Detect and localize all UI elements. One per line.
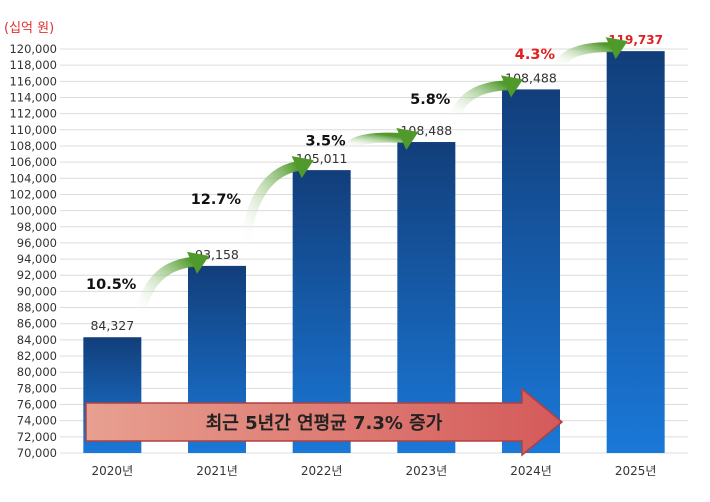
- x-tick-label: 2022년: [301, 464, 343, 478]
- y-tick-label: 114,000: [9, 90, 57, 104]
- y-tick-label: 70,000: [17, 446, 57, 460]
- y-tick-label: 90,000: [17, 284, 57, 298]
- x-tick-label: 2024년: [510, 464, 552, 478]
- y-tick-label: 78,000: [17, 381, 57, 395]
- growth-label: 3.5%: [305, 133, 346, 149]
- data-label: 84,327: [90, 318, 134, 333]
- y-tick-label: 76,000: [17, 398, 57, 412]
- y-tick-label: 88,000: [17, 301, 57, 315]
- unit-label: (십억 원): [4, 21, 55, 36]
- y-tick-label: 118,000: [9, 58, 57, 72]
- y-axis-ticks: 70,000 72,000 74,000 76,000 78,000 80,000 82,0…: [9, 42, 57, 460]
- y-tick-label: 86,000: [17, 317, 57, 331]
- y-tick-label: 98,000: [17, 220, 57, 234]
- y-tick-label: 72,000: [17, 430, 57, 444]
- y-tick-label: 94,000: [17, 252, 57, 266]
- y-tick-label: 92,000: [17, 268, 57, 282]
- y-tick-label: 102,000: [9, 187, 57, 201]
- growth-arrow: [135, 251, 209, 319]
- growth-arrow: [240, 156, 314, 247]
- y-tick-label: 100,000: [9, 204, 57, 218]
- x-axis-ticks: 2020년 2021년 2022년 2023년 2024년 2025년: [92, 464, 657, 478]
- x-tick-label: 2023년: [406, 464, 448, 478]
- growth-label: 4.3%: [515, 47, 556, 63]
- y-tick-label: 108,000: [9, 139, 57, 153]
- growth-label: 10.5%: [86, 277, 137, 293]
- y-tick-label: 74,000: [17, 414, 57, 428]
- growth-arrow: [449, 75, 523, 124]
- callout-arrow-shape: [85, 387, 564, 457]
- y-tick-label: 120,000: [9, 42, 57, 56]
- bar: [606, 51, 665, 454]
- y-tick-label: 84,000: [17, 333, 57, 347]
- y-tick-label: 104,000: [9, 171, 57, 185]
- y-tick-label: 80,000: [17, 365, 57, 379]
- growth-arrow: [344, 128, 419, 152]
- growth-label: 5.8%: [410, 92, 451, 108]
- x-tick-label: 2020년: [92, 464, 134, 478]
- y-tick-label: 110,000: [9, 123, 57, 137]
- gridlines: [60, 48, 688, 454]
- x-tick-label: 2025년: [615, 464, 657, 478]
- callout-text: 최근 5년간 연평균 7.3% 증가: [206, 413, 443, 434]
- callout-arrow: 최근 5년간 연평균 7.3% 증가: [85, 387, 564, 457]
- growth-arrows: 10.5% 12.7% 3.5% 5.8% 4.3%: [86, 37, 628, 319]
- bars: [83, 51, 665, 454]
- growth-arrow: [554, 37, 628, 71]
- y-tick-label: 96,000: [17, 236, 57, 250]
- bar: [502, 89, 560, 454]
- x-tick-label: 2021년: [196, 464, 238, 478]
- y-tick-label: 116,000: [9, 74, 57, 88]
- y-tick-label: 106,000: [9, 155, 57, 169]
- bar: [397, 142, 456, 453]
- y-tick-label: 82,000: [17, 349, 57, 363]
- y-tick-label: 112,000: [9, 107, 57, 121]
- growth-label: 12.7%: [191, 192, 242, 208]
